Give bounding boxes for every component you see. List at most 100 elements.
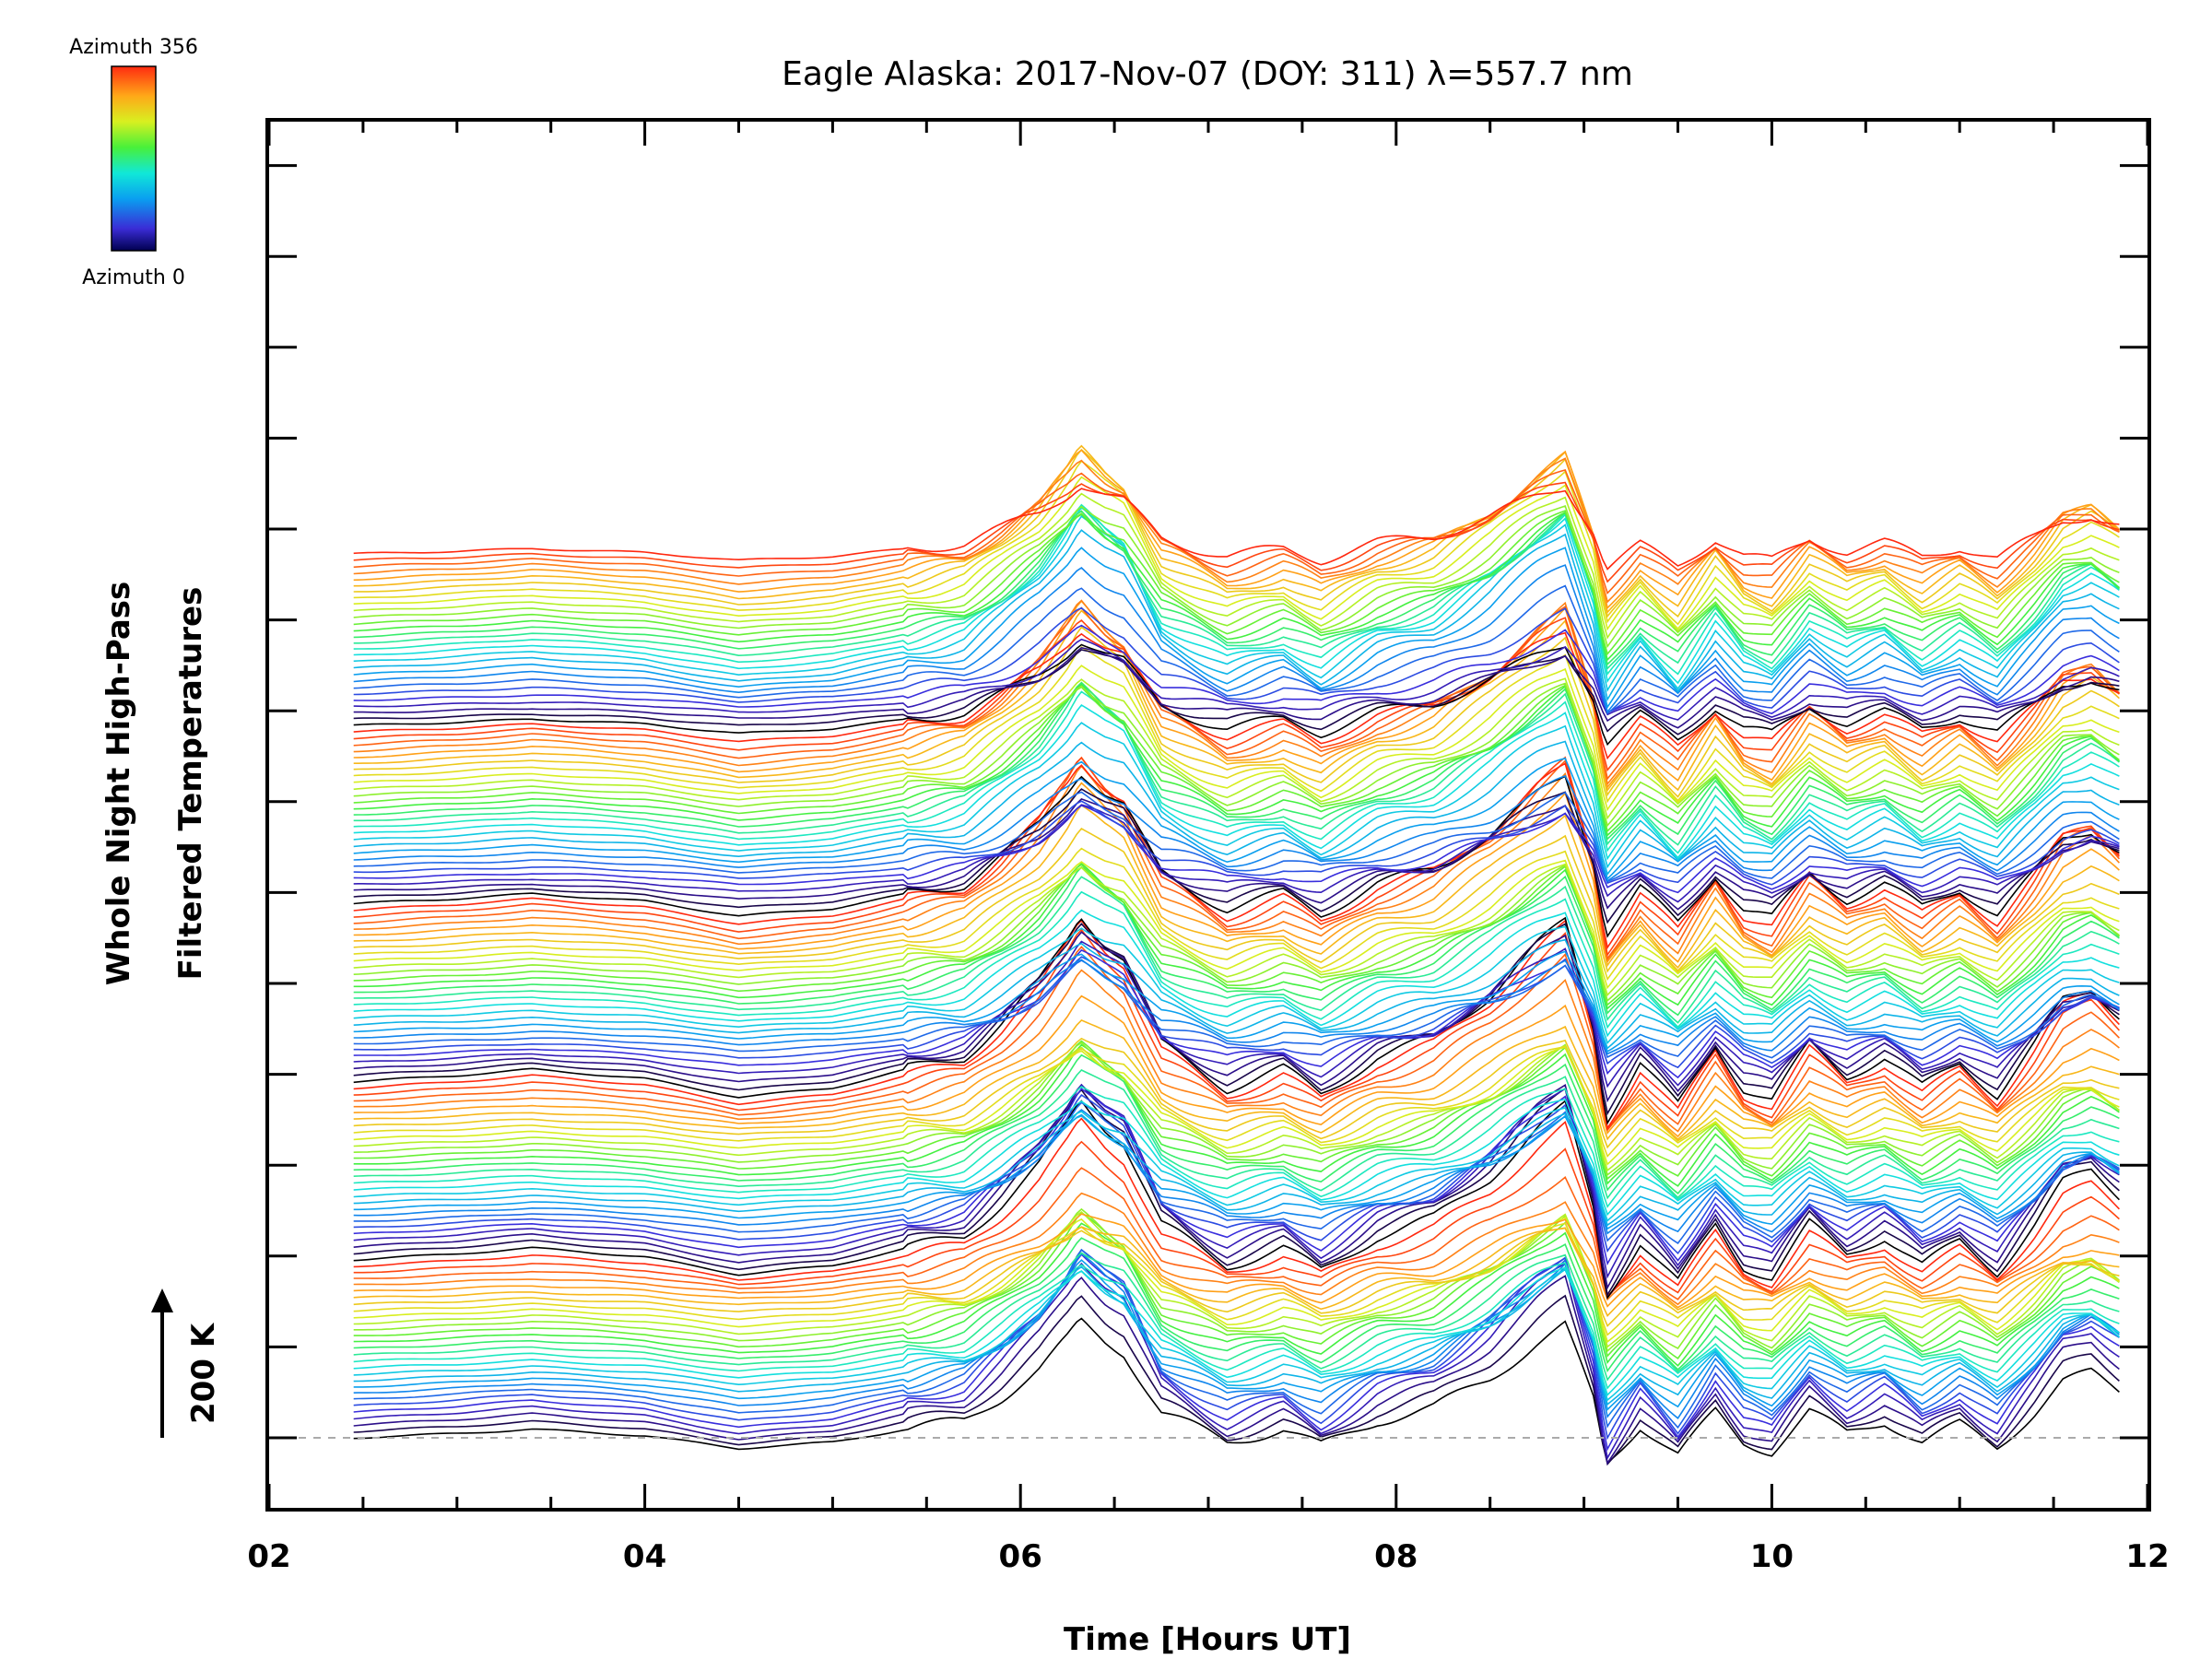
series-line (353, 1222, 2120, 1367)
series-line (353, 511, 2120, 662)
series-line (353, 757, 2120, 880)
series-line (353, 599, 2120, 786)
series-line (353, 774, 2120, 882)
series-line (353, 1237, 2120, 1373)
series-line (353, 503, 2120, 676)
series-line (353, 925, 2120, 1045)
series-line (353, 1192, 2120, 1306)
series-line (353, 682, 2120, 828)
series-line (353, 638, 2120, 721)
series-line (353, 864, 2120, 1003)
series-line (353, 1046, 2120, 1166)
series-line (353, 1098, 2120, 1217)
series-line (353, 1083, 2120, 1279)
series-line (353, 488, 2120, 571)
series-line (353, 1222, 2120, 1336)
series-line (353, 928, 2120, 1132)
x-axis-label: Time [Hours UT] (1064, 1621, 1351, 1658)
series-line (353, 800, 2120, 886)
series-line (353, 1086, 2120, 1208)
series-line (353, 645, 2120, 804)
series-line (353, 665, 2120, 812)
series-line (353, 864, 2120, 1006)
colorbar-min-label: Azimuth 0 (82, 266, 185, 289)
series-line (353, 916, 2120, 1125)
series-line (353, 804, 2120, 903)
series-line (353, 775, 2120, 938)
series-line (353, 624, 2120, 714)
scale-arrow-head (151, 1288, 173, 1312)
series-line (353, 740, 2120, 877)
series-line (353, 1253, 2120, 1419)
series-line (353, 1262, 2120, 1390)
series-line (353, 631, 2120, 760)
colorbar: Azimuth 356 Azimuth 0 (69, 36, 198, 289)
series-line (353, 649, 2120, 735)
series-line (353, 959, 2120, 1055)
series-line (353, 626, 2120, 798)
series-line (353, 1044, 2120, 1172)
series-line (353, 956, 2120, 1069)
series-line (353, 938, 2120, 1050)
series-line (353, 940, 2120, 1088)
series-line (353, 510, 2120, 656)
series-line (353, 948, 2120, 1079)
series-line (353, 609, 2120, 793)
series-line (353, 1088, 2120, 1266)
series-line (353, 1275, 2120, 1465)
series-line (353, 690, 2120, 854)
series-line (353, 684, 2120, 833)
series-line (353, 1045, 2120, 1158)
x-tick-label: 06 (999, 1538, 1042, 1575)
series-line (353, 765, 2120, 962)
series-line (353, 1109, 2120, 1235)
series-line (353, 862, 2120, 1010)
x-tick-label: 04 (623, 1538, 666, 1575)
series-layer (353, 444, 2121, 1466)
series-line (353, 791, 2120, 883)
y-axis-label: Whole Night High-Pass Filtered Temperatu… (100, 582, 209, 986)
series-line (353, 1212, 2120, 1359)
colorbar-max-label: Azimuth 356 (69, 36, 198, 59)
series-line (353, 1252, 2120, 1382)
series-line (353, 1083, 2120, 1290)
series-line (353, 460, 2120, 626)
series-line (353, 804, 2120, 970)
series-line (353, 1317, 2120, 1465)
series-line (353, 1248, 2120, 1441)
series-line (353, 1113, 2120, 1230)
series-line (353, 444, 2120, 614)
series-line (353, 994, 2120, 1138)
series-line (353, 827, 2120, 973)
series-line (353, 1253, 2120, 1452)
series-line (353, 683, 2120, 837)
series-line (353, 448, 2120, 618)
series-line (353, 1268, 2120, 1402)
series-line (353, 1167, 2120, 1300)
series-line (353, 643, 2120, 747)
series-line (353, 756, 2120, 957)
series-line (353, 1226, 2120, 1318)
scale-indicator: 200 K (151, 1288, 222, 1438)
series-line (353, 890, 2120, 1030)
series-line (353, 1294, 2120, 1466)
series-line (353, 909, 2120, 1038)
series-line (353, 959, 2120, 1059)
series-line (353, 1112, 2120, 1227)
scale-label: 200 K (185, 1322, 222, 1424)
series-line (353, 847, 2120, 982)
colorbar-gradient (111, 65, 157, 252)
series-line (353, 859, 2120, 990)
series-line (353, 1041, 2120, 1176)
series-line (353, 647, 2120, 729)
series-line (353, 1248, 2120, 1430)
series-line (353, 1040, 2120, 1181)
series-line (353, 722, 2120, 869)
series-line (353, 1117, 2120, 1300)
series-line (353, 457, 2120, 604)
x-tick-label: 02 (247, 1538, 290, 1575)
series-line (353, 762, 2120, 950)
series-line (353, 797, 2120, 911)
series-line (353, 863, 2120, 997)
series-line (353, 865, 2120, 1017)
